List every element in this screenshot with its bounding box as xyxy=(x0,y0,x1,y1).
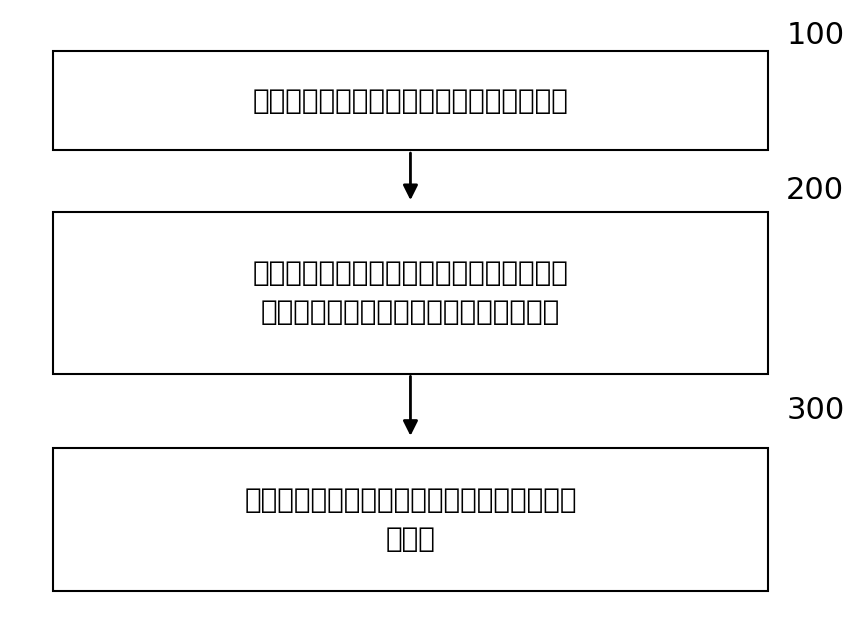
Text: 300: 300 xyxy=(786,396,845,426)
Text: 200: 200 xyxy=(787,176,845,205)
Text: 在梯度图像内根据分别形成的第一次边缘识
别和第二次边缘识别生成确切的组织轮廓: 在梯度图像内根据分别形成的第一次边缘识 别和第二次边缘识别生成确切的组织轮廓 xyxy=(252,259,569,326)
Text: 根据组织轮廓间的变化趋势形成软骨组织的立
体轮廓: 根据组织轮廓间的变化趋势形成软骨组织的立 体轮廓 xyxy=(245,486,577,553)
FancyBboxPatch shape xyxy=(52,448,769,591)
FancyBboxPatch shape xyxy=(52,51,769,150)
FancyBboxPatch shape xyxy=(52,212,769,374)
Text: 100: 100 xyxy=(787,21,845,50)
Text: 对灰度图像进行预处理获得对应的梯度图像: 对灰度图像进行预处理获得对应的梯度图像 xyxy=(252,87,569,115)
